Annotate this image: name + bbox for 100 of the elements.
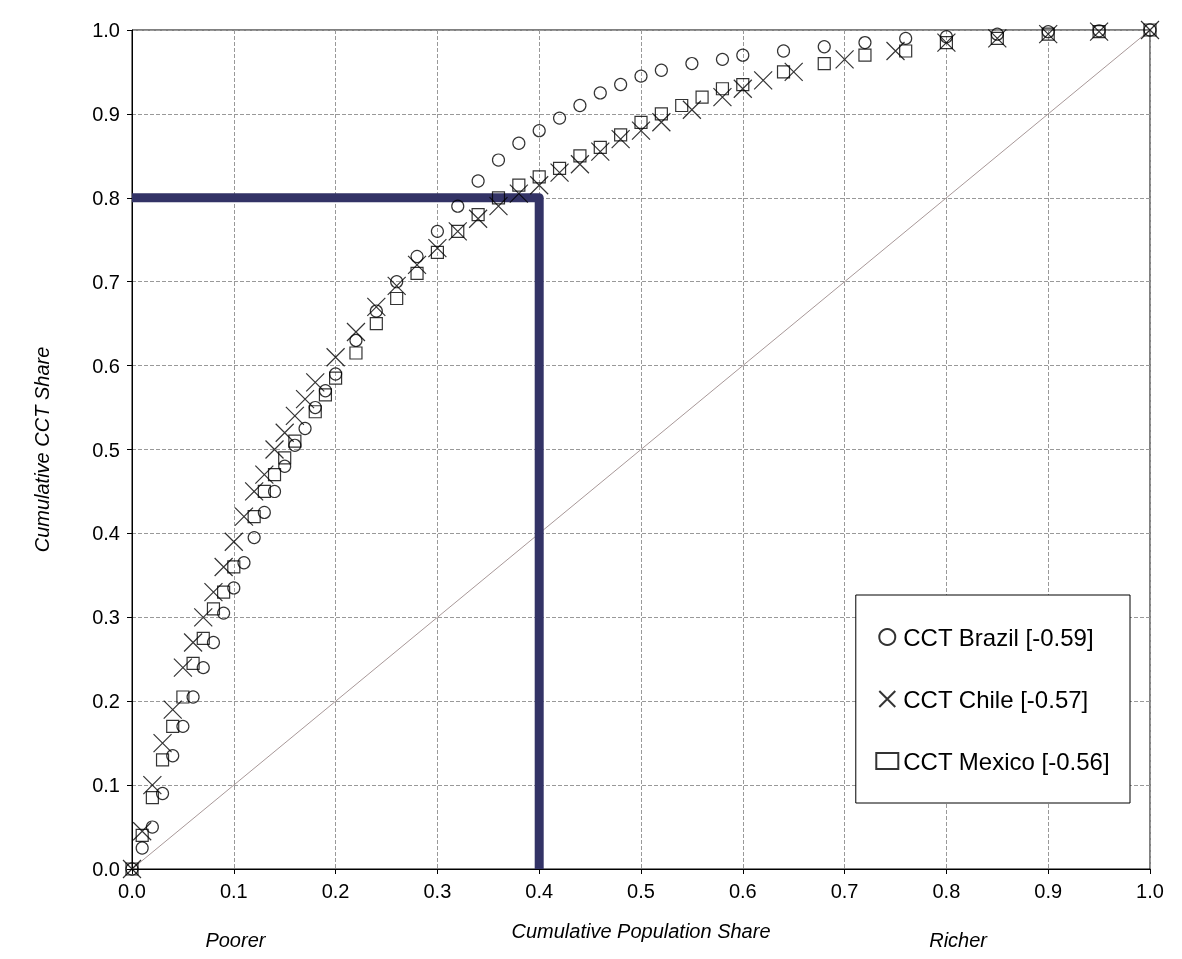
y-tick-label: 0.7 (92, 270, 120, 293)
point (214, 557, 234, 577)
point (695, 90, 709, 104)
point (288, 438, 302, 452)
point (227, 560, 241, 574)
y-tick-label: 0.3 (92, 606, 120, 629)
point (590, 142, 610, 162)
point (176, 719, 190, 733)
point (390, 275, 404, 289)
y-tick-label: 1.0 (92, 19, 120, 41)
point (155, 753, 170, 767)
point (430, 224, 444, 238)
point (685, 56, 699, 71)
point (614, 77, 628, 92)
point (471, 174, 485, 188)
point (163, 699, 183, 720)
point (654, 63, 668, 77)
point (267, 468, 282, 482)
point (570, 154, 590, 174)
point (611, 129, 631, 149)
x-tick-label: 0.4 (525, 880, 554, 902)
y-tick-label: 0.0 (92, 858, 120, 880)
point (305, 372, 325, 392)
point (899, 31, 913, 45)
point (427, 238, 447, 258)
point (939, 30, 953, 44)
point (451, 199, 465, 213)
point (715, 82, 730, 96)
point (288, 434, 302, 448)
point (173, 658, 193, 678)
point (634, 69, 648, 83)
point (247, 531, 261, 545)
point (817, 40, 831, 54)
point (247, 510, 261, 524)
point (152, 733, 173, 753)
point (227, 581, 241, 595)
point (573, 149, 587, 163)
point (682, 100, 702, 120)
point (196, 631, 210, 645)
point (410, 249, 424, 264)
point (593, 86, 607, 100)
point (278, 451, 292, 465)
point (308, 405, 322, 419)
point (753, 70, 773, 90)
point (736, 77, 750, 92)
point (885, 41, 906, 61)
point (471, 207, 485, 222)
point (132, 821, 152, 841)
point (488, 196, 509, 216)
point (186, 656, 200, 671)
y-tick-label: 0.2 (92, 690, 120, 713)
point (387, 276, 407, 296)
y-tick-label: 0.4 (92, 522, 120, 545)
x-tick-label: 0.2 (321, 880, 350, 902)
point (784, 62, 804, 82)
legend-label: CCT Mexico [-0.56] (903, 747, 1110, 775)
point (145, 791, 159, 805)
point (509, 184, 529, 204)
x-tick-label: 0.6 (728, 880, 757, 902)
point (298, 421, 312, 436)
x-tick-label: 0.7 (830, 880, 859, 902)
point (285, 406, 305, 426)
x-tick-label: 1.0 (1136, 880, 1164, 902)
point (135, 828, 149, 843)
point (254, 465, 274, 485)
point (369, 304, 383, 318)
point (835, 49, 855, 69)
point (203, 582, 224, 602)
point (183, 632, 203, 653)
point (326, 347, 346, 367)
point (529, 175, 549, 195)
point (193, 607, 213, 627)
y-tick-label: 0.8 (92, 186, 120, 209)
point (407, 255, 427, 275)
y-tick-label: 0.1 (92, 774, 120, 797)
point (196, 661, 210, 675)
point (532, 124, 546, 138)
point (264, 439, 285, 460)
point (512, 178, 526, 192)
point (166, 719, 180, 733)
point (390, 291, 404, 306)
point (257, 484, 271, 499)
point (634, 115, 648, 129)
point (278, 459, 292, 473)
point (593, 140, 607, 155)
point (369, 317, 383, 331)
point (817, 56, 831, 71)
point (186, 690, 200, 704)
point (858, 48, 872, 62)
x-tick-label: 0.1 (219, 880, 248, 902)
y-tick-label: 0.5 (92, 438, 120, 461)
point (176, 690, 190, 704)
point (155, 786, 170, 801)
point (366, 297, 386, 317)
point (217, 585, 231, 599)
point (430, 245, 444, 259)
point (257, 505, 271, 520)
point (899, 44, 913, 58)
point (308, 400, 322, 415)
point (318, 388, 333, 402)
